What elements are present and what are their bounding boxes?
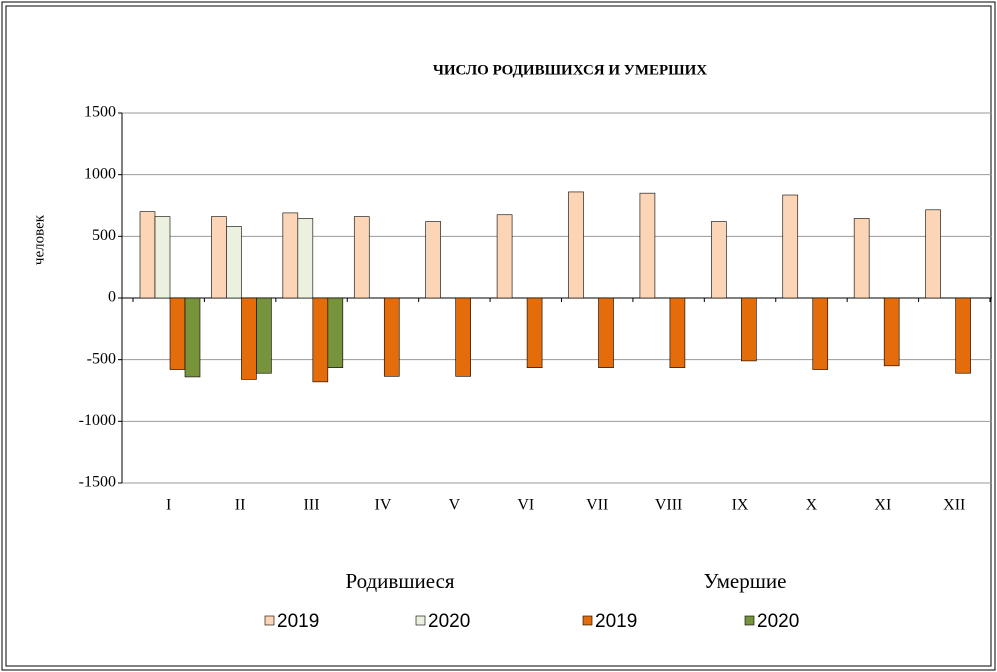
x-tick-label: IX [732,497,749,514]
bar [282,212,299,299]
bar [211,216,227,299]
bar [256,297,272,374]
bar [184,297,201,378]
x-tick-label: VII [586,497,608,514]
legend-label: 2019 [595,611,637,632]
bar [139,211,156,299]
legend-group: Умершие [704,569,787,593]
bar [169,297,186,370]
y-tick-label: 500 [92,227,116,244]
bar [383,297,400,377]
legend-swatch [264,615,275,626]
bar [812,297,829,370]
bar [568,191,584,299]
bar [226,226,242,299]
inner-border [5,5,992,667]
legend-label: 2020 [757,611,799,632]
bar [883,297,900,367]
bar [353,216,370,299]
legend-swatch [415,615,426,626]
y-tick-label: 0 [108,289,116,306]
y-tick-label: -500 [87,350,116,367]
bar [241,297,257,380]
y-tick-label: 1500 [84,104,116,121]
y-tick-label: 1000 [84,165,116,182]
bar [312,297,329,383]
y-axis-label: человек [31,214,47,265]
bar [853,218,870,299]
bar [297,218,314,299]
x-tick-label: VIII [655,497,683,514]
x-tick-label: XII [943,497,965,514]
chart-title: ЧИСЛО РОДИВШИХСЯ И УМЕРШИХ [433,62,707,78]
legend-label: 2020 [428,611,470,632]
bar [598,297,614,368]
y-tick-label: -1000 [79,412,116,429]
x-tick-label: X [806,497,818,514]
bar [955,297,971,374]
legend-swatch [744,615,755,626]
x-tick-label: V [449,497,461,514]
x-tick-label: III [304,497,320,514]
bar [455,297,471,377]
bar [526,297,543,368]
bar [425,221,441,299]
bar [327,297,344,368]
x-tick-label: XI [874,497,891,514]
bar [741,297,757,362]
bar [639,192,656,299]
x-tick-label: VI [517,497,534,514]
legend-group: Родившиеся [345,569,454,593]
legend-swatch [582,615,593,626]
legend-label: 2019 [277,611,319,632]
bar [154,216,171,299]
bar [782,194,799,299]
bar [496,214,513,299]
y-tick-label: -1500 [79,474,116,491]
x-tick-label: IV [375,497,392,514]
x-tick-label: II [235,497,246,514]
x-tick-label: I [166,497,171,514]
bar [925,209,941,299]
bar [711,221,727,299]
bar [669,297,686,368]
